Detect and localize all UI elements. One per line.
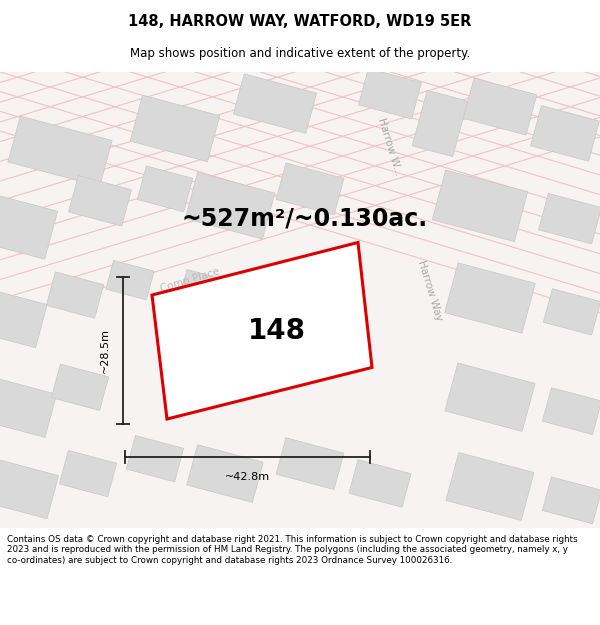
Polygon shape: [175, 269, 254, 331]
Polygon shape: [59, 451, 116, 497]
Polygon shape: [530, 106, 599, 161]
Polygon shape: [0, 458, 59, 519]
Polygon shape: [130, 95, 220, 162]
Polygon shape: [432, 170, 528, 242]
Polygon shape: [446, 452, 534, 521]
Text: Map shows position and indicative extent of the property.: Map shows position and indicative extent…: [130, 48, 470, 61]
Polygon shape: [445, 263, 535, 333]
Polygon shape: [152, 242, 372, 419]
Polygon shape: [544, 289, 600, 335]
Polygon shape: [276, 163, 344, 215]
Polygon shape: [445, 363, 535, 431]
Text: 148: 148: [248, 317, 306, 345]
Polygon shape: [185, 173, 275, 239]
Text: ~527m²/~0.130ac.: ~527m²/~0.130ac.: [182, 207, 428, 231]
Text: 148, HARROW WAY, WATFORD, WD19 5ER: 148, HARROW WAY, WATFORD, WD19 5ER: [128, 14, 472, 29]
Text: Comp Place: Comp Place: [159, 266, 221, 294]
Text: Harrow Way: Harrow Way: [416, 259, 444, 321]
Polygon shape: [0, 288, 47, 348]
Polygon shape: [127, 436, 184, 482]
Text: ~28.5m: ~28.5m: [100, 328, 110, 373]
Polygon shape: [137, 166, 193, 212]
Polygon shape: [276, 438, 344, 489]
Polygon shape: [0, 377, 56, 438]
Text: ~42.8m: ~42.8m: [225, 471, 270, 481]
Polygon shape: [46, 272, 104, 318]
Polygon shape: [68, 176, 131, 226]
Polygon shape: [539, 193, 600, 244]
Polygon shape: [349, 459, 411, 508]
Polygon shape: [106, 261, 154, 300]
Polygon shape: [412, 90, 468, 157]
Text: Harrow W...: Harrow W...: [376, 116, 404, 176]
Polygon shape: [463, 78, 537, 135]
Polygon shape: [52, 364, 109, 411]
Polygon shape: [233, 74, 317, 133]
Polygon shape: [359, 68, 421, 119]
Polygon shape: [8, 116, 112, 186]
Polygon shape: [542, 388, 600, 434]
Polygon shape: [187, 445, 263, 503]
Polygon shape: [542, 477, 600, 524]
Polygon shape: [0, 192, 58, 259]
Text: Contains OS data © Crown copyright and database right 2021. This information is : Contains OS data © Crown copyright and d…: [7, 535, 578, 565]
